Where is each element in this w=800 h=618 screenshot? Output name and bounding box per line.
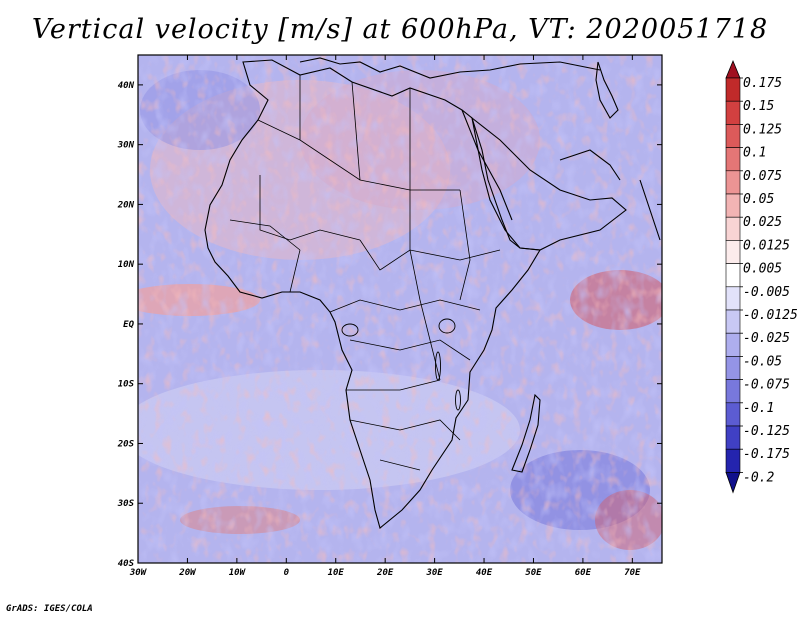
x-tick-label: 10W <box>229 568 247 578</box>
plot-frame <box>137 54 663 564</box>
colorbar-label: 0.025 <box>743 215 782 230</box>
colorbar-swatch <box>725 147 741 172</box>
y-tick-label: 30S <box>117 499 135 509</box>
colorbar-label: -0.125 <box>743 424 790 439</box>
colorbar-swatch <box>725 170 741 195</box>
colorbar-swatch <box>725 124 741 148</box>
colorbar-label: 0.1 <box>743 146 766 161</box>
chart-title: Vertical velocity [m/s] at 600hPa, VT: 2… <box>31 14 769 45</box>
x-tick-label: 10E <box>328 568 345 578</box>
colorbar-label: -0.05 <box>743 354 782 369</box>
y-tick-label: 30N <box>117 141 135 151</box>
x-tick-label: 20E <box>376 568 394 578</box>
x-tick-label: 30W <box>129 568 148 578</box>
y-tick-label: 10N <box>118 260 135 270</box>
colorbar-label: -0.075 <box>743 378 790 393</box>
colorbar-swatch <box>725 425 741 450</box>
country-borders <box>229 75 501 471</box>
colorbar-swatch <box>725 402 741 427</box>
colorbar-label: -0.0125 <box>743 308 798 323</box>
colorbar-swatch <box>725 379 741 404</box>
x-tick-label: 30E <box>425 568 443 578</box>
x-tick-label: 20W <box>178 568 197 578</box>
colorbar-swatch <box>725 356 741 380</box>
colorbar-label: 0.005 <box>743 262 782 277</box>
map-figure: 40N 30N 20N 10N EQ 10S 20S 30S 40S 30W 20W 10W 0 10E… <box>117 54 798 578</box>
colorbar-swatch <box>725 448 741 473</box>
y-tick-label: 40N <box>118 81 135 91</box>
colorbar-swatch <box>725 77 741 102</box>
velocity-field <box>138 55 662 563</box>
colorbar-swatch <box>725 193 741 218</box>
y-tick-label: 20S <box>117 439 135 449</box>
x-axis: 30W 20W 10W 0 10E 20E 30E 40E 50E 60E 70E <box>129 55 641 578</box>
y-tick-label: EQ <box>123 320 134 330</box>
colorbar-label: 0.0125 <box>743 238 790 253</box>
colorbar-swatch <box>725 263 741 288</box>
y-tick-label: 40S <box>118 559 135 569</box>
x-tick-label: 40E <box>476 568 493 578</box>
colorbar-swatch <box>725 100 741 125</box>
colorbar-label: -0.1 <box>743 401 774 416</box>
x-tick-label: 60E <box>575 568 592 578</box>
x-tick-label: 50E <box>525 568 542 578</box>
colorbar-swatch <box>725 240 741 264</box>
colorbar-label: 0.15 <box>743 99 774 114</box>
colorbar-label: 0.175 <box>743 76 782 91</box>
grads-credit: GrADS: IGES/COLA <box>6 604 93 614</box>
colorbar-top-arrow <box>725 59 741 79</box>
colorbar: 0.175 0.15 0.125 0.1 0.075 0.05 0.025 0.0125 0.0… <box>725 59 798 494</box>
colorbar-swatch <box>725 309 741 334</box>
colorbar-swatch <box>725 286 741 311</box>
colorbar-label: -0.005 <box>743 285 790 300</box>
x-tick-label: 70E <box>624 568 641 578</box>
coastlines <box>204 57 661 529</box>
colorbar-label: 0.05 <box>743 192 774 207</box>
colorbar-swatch <box>725 216 741 241</box>
x-tick-label: 0 <box>284 568 290 578</box>
colorbar-label: -0.175 <box>743 447 790 462</box>
y-tick-label: 20N <box>117 200 135 210</box>
colorbar-swatch <box>725 332 741 357</box>
colorbar-label: 0.125 <box>743 122 782 137</box>
y-tick-label: 10S <box>118 380 135 390</box>
colorbar-label: 0.075 <box>743 169 782 184</box>
lakes <box>341 318 461 411</box>
colorbar-label: -0.2 <box>743 470 774 485</box>
colorbar-label: -0.025 <box>743 331 790 346</box>
y-axis: 40N 30N 20N 10N EQ 10S 20S 30S 40S <box>117 81 662 569</box>
colorbar-bottom-arrow <box>725 471 741 494</box>
